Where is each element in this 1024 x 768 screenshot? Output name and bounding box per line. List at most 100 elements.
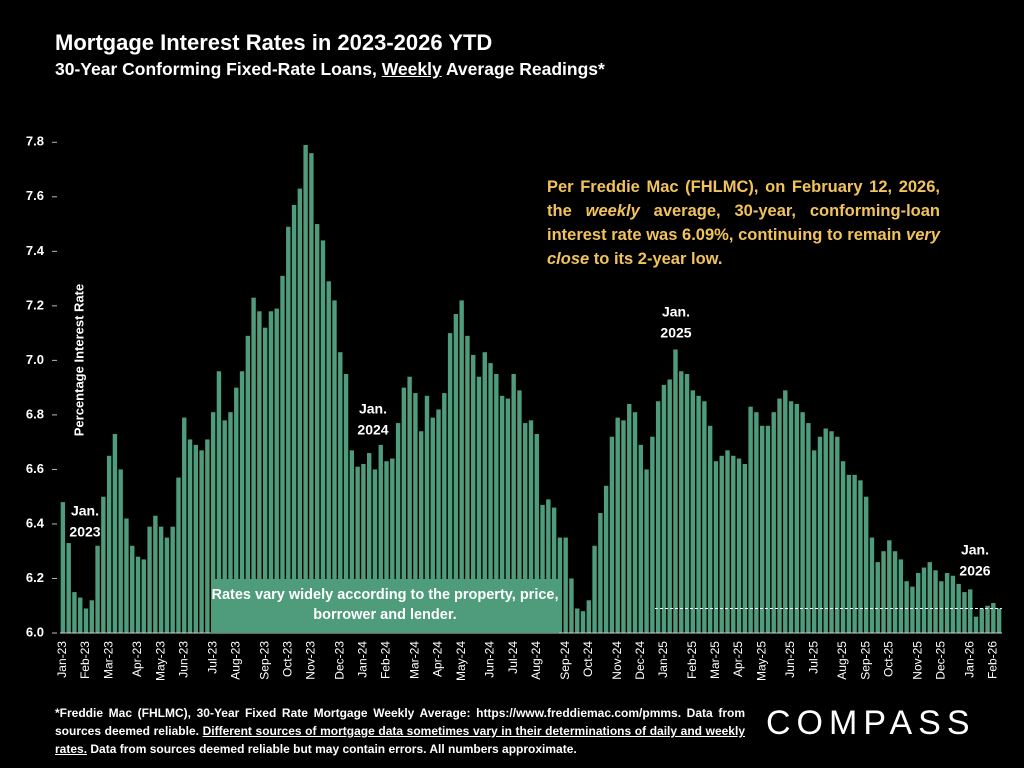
bar xyxy=(667,379,672,633)
x-tick-label: Dec-25 xyxy=(933,641,947,680)
bar xyxy=(858,480,863,633)
x-tick-label: Jul-25 xyxy=(806,641,820,674)
bar xyxy=(673,349,678,633)
x-tick-label: Mar-24 xyxy=(408,641,422,679)
bar xyxy=(147,526,152,633)
y-tick-label: 6.8 xyxy=(26,406,44,421)
bar xyxy=(736,458,742,633)
bar xyxy=(101,496,106,633)
bar xyxy=(268,311,274,633)
bar xyxy=(378,444,383,633)
bar xyxy=(794,403,800,633)
bar xyxy=(563,537,568,633)
bar xyxy=(569,578,574,633)
bar xyxy=(494,374,499,633)
bar xyxy=(968,589,973,633)
x-tick-label: Feb-23 xyxy=(78,641,92,679)
bar xyxy=(777,398,782,633)
annotation: 2025 xyxy=(660,325,691,341)
bar xyxy=(875,562,880,633)
bar xyxy=(944,573,950,633)
x-tick-label: Nov-25 xyxy=(910,641,924,680)
y-tick-label: 6.2 xyxy=(26,570,44,585)
bar xyxy=(580,611,586,633)
bar xyxy=(262,327,268,633)
bar xyxy=(748,406,753,633)
bar xyxy=(759,425,765,633)
footnote-part: Different sources of mortgage data somet… xyxy=(55,724,745,756)
annotation: 2026 xyxy=(959,563,990,579)
x-tick-label: Apr-23 xyxy=(130,641,144,677)
bar xyxy=(106,455,112,633)
y-tick-label: 6.0 xyxy=(26,624,44,639)
bar xyxy=(130,545,135,633)
bar xyxy=(303,144,308,633)
bar xyxy=(482,352,487,633)
bar xyxy=(869,537,875,633)
bar xyxy=(476,376,482,633)
bar xyxy=(424,395,430,633)
bar xyxy=(627,403,632,633)
y-tick-label: 7.4 xyxy=(26,243,45,258)
bar xyxy=(771,412,776,633)
bar xyxy=(534,433,539,633)
bar xyxy=(690,390,696,633)
y-tick-label: 6.4 xyxy=(26,515,45,530)
x-tick-label: Mar-23 xyxy=(101,641,115,679)
bar xyxy=(407,376,412,633)
y-tick-label: 7.0 xyxy=(26,352,44,367)
bar xyxy=(182,417,187,633)
bar xyxy=(609,436,615,633)
annotation: Jan. xyxy=(961,542,989,558)
bar xyxy=(962,592,967,633)
bar xyxy=(528,420,534,633)
bar xyxy=(366,453,372,633)
bar xyxy=(314,224,320,634)
annotation: Jan. xyxy=(662,304,690,320)
x-tick-label: Sep-23 xyxy=(257,641,271,680)
subtitle-part: Weekly xyxy=(381,59,442,79)
chart-title: Mortgage Interest Rates in 2023-2026 YTD xyxy=(55,30,493,55)
bar xyxy=(66,543,71,633)
bar xyxy=(343,374,349,633)
x-tick-label: Aug-23 xyxy=(228,641,242,680)
bar xyxy=(511,374,516,633)
bar xyxy=(523,423,528,633)
bar xyxy=(349,450,355,633)
x-tick-label: Feb-26 xyxy=(986,641,1000,679)
footnote: *Freddie Mac (FHLMC), 30-Year Fixed Rate… xyxy=(55,704,745,758)
bar xyxy=(505,398,511,633)
x-tick-label: May-25 xyxy=(754,641,768,681)
bar xyxy=(419,431,424,633)
bar xyxy=(632,412,638,633)
x-tick-label: Jan-24 xyxy=(356,641,370,678)
bar xyxy=(679,371,684,633)
bar xyxy=(286,226,291,634)
bar xyxy=(280,275,285,633)
footnote-part: Data from sources deemed reliable but ma… xyxy=(87,742,577,756)
bar xyxy=(83,608,89,633)
bar xyxy=(164,537,170,633)
bar xyxy=(696,395,701,633)
x-tick-label: Apr-24 xyxy=(431,641,445,677)
y-tick-label: 7.8 xyxy=(26,134,44,149)
bar xyxy=(199,450,204,633)
bar xyxy=(615,417,620,633)
bar xyxy=(811,450,817,633)
bar xyxy=(540,504,545,633)
bar xyxy=(436,409,441,633)
x-tick-label: Aug-25 xyxy=(835,641,849,680)
bar xyxy=(499,395,505,633)
bar xyxy=(274,308,279,633)
bar xyxy=(338,352,343,633)
bar xyxy=(892,551,898,633)
x-tick-label: Jan-23 xyxy=(55,641,69,678)
bar xyxy=(112,433,118,633)
subtitle-part: Average Readings* xyxy=(441,59,605,79)
bar xyxy=(817,436,823,633)
bar xyxy=(291,204,297,633)
bar xyxy=(459,300,464,633)
bar xyxy=(592,545,597,633)
bar xyxy=(488,363,493,633)
